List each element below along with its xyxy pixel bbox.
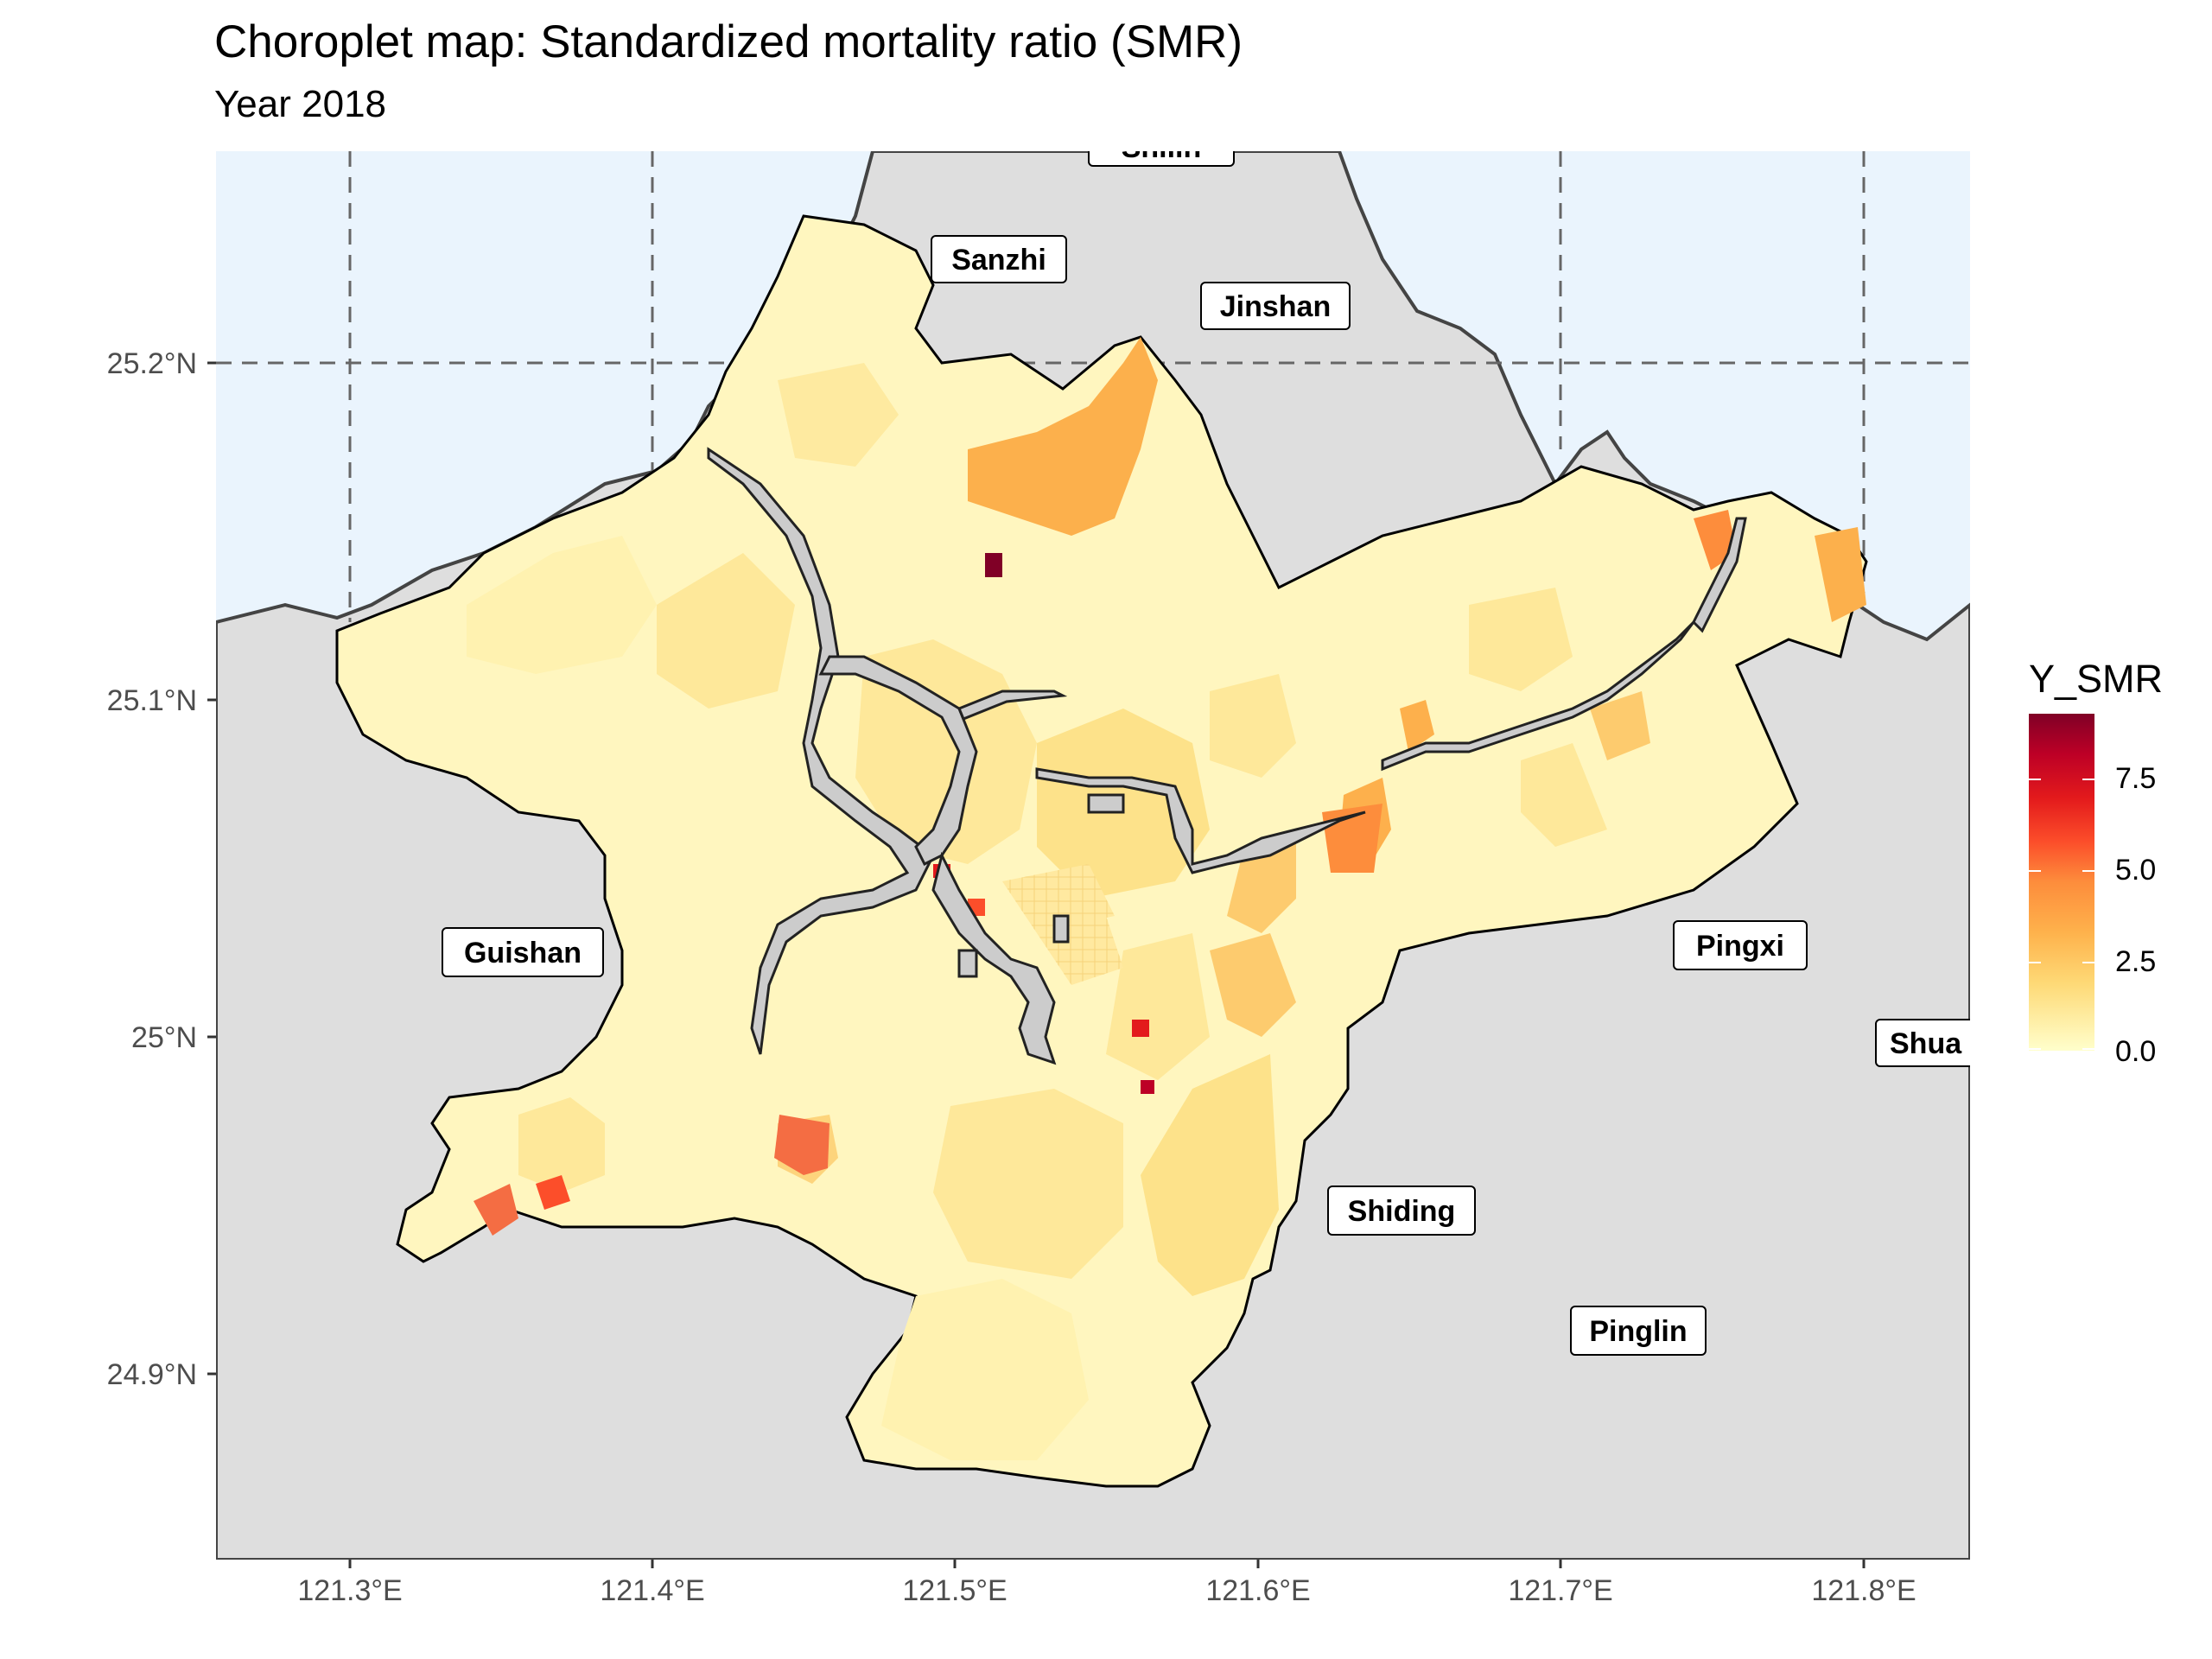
legend-label: 2.5	[2115, 945, 2157, 978]
svg-text:Shiding: Shiding	[1348, 1195, 1456, 1228]
y-tick-label: 24.9°N	[107, 1358, 197, 1391]
axis-ticks	[207, 361, 1866, 1568]
legend-title: Y_SMR	[2029, 657, 2164, 701]
place-label-guishan: Guishan	[442, 927, 604, 977]
river	[707, 447, 1747, 1065]
x-tick-label: 121.3°E	[297, 1574, 402, 1607]
legend-label: 0.0	[2115, 1035, 2157, 1068]
x-tick-label: 121.8°E	[1811, 1574, 1916, 1607]
place-label-shua: Shua	[1875, 1019, 1970, 1067]
place-label-pingxi: Pingxi	[1673, 920, 1808, 970]
y-tick-label: 25.1°N	[107, 684, 197, 717]
place-label-shiding: Shiding	[1327, 1185, 1476, 1236]
svg-text:Sanzhi: Sanzhi	[951, 244, 1046, 276]
map-title: Choroplet map: Standardized mortality ra…	[214, 16, 1243, 67]
svg-text:Pingxi: Pingxi	[1696, 930, 1784, 963]
smr-patches	[467, 337, 1866, 1460]
legend-colorbar	[2029, 714, 2094, 1051]
legend-label: 5.0	[2115, 854, 2157, 887]
map-subtitle: Year 2018	[214, 83, 387, 125]
place-labels: Shilin Sanzhi Jinshan Guishan Pingxi Shu…	[442, 131, 1970, 1356]
x-tick-label: 121.4°E	[600, 1574, 704, 1607]
x-axis-labels: 121.3°E 121.4°E 121.5°E 121.6°E 121.7°E …	[297, 1574, 1916, 1607]
svg-text:Jinshan: Jinshan	[1220, 290, 1331, 323]
svg-text:Shilin: Shilin	[1122, 131, 1202, 164]
x-tick-label: 121.7°E	[1508, 1574, 1612, 1607]
place-label-jinshan: Jinshan	[1200, 282, 1351, 330]
svg-text:Guishan: Guishan	[464, 937, 582, 969]
y-tick-label: 25°N	[131, 1021, 197, 1054]
place-label-shilin: Shilin	[1088, 131, 1235, 167]
y-axis-labels: 25.2°N 25.1°N 25°N 24.9°N	[107, 347, 197, 1391]
svg-text:Shua: Shua	[1890, 1027, 1962, 1060]
place-label-pinglin: Pinglin	[1570, 1306, 1707, 1356]
legend-label: 7.5	[2115, 762, 2157, 795]
x-tick-label: 121.5°E	[902, 1574, 1007, 1607]
place-label-sanzhi: Sanzhi	[931, 235, 1067, 283]
y-tick-label: 25.2°N	[107, 347, 197, 380]
x-tick-label: 121.6°E	[1205, 1574, 1310, 1607]
svg-text:Pinglin: Pinglin	[1589, 1315, 1687, 1348]
graticule	[216, 151, 1970, 622]
